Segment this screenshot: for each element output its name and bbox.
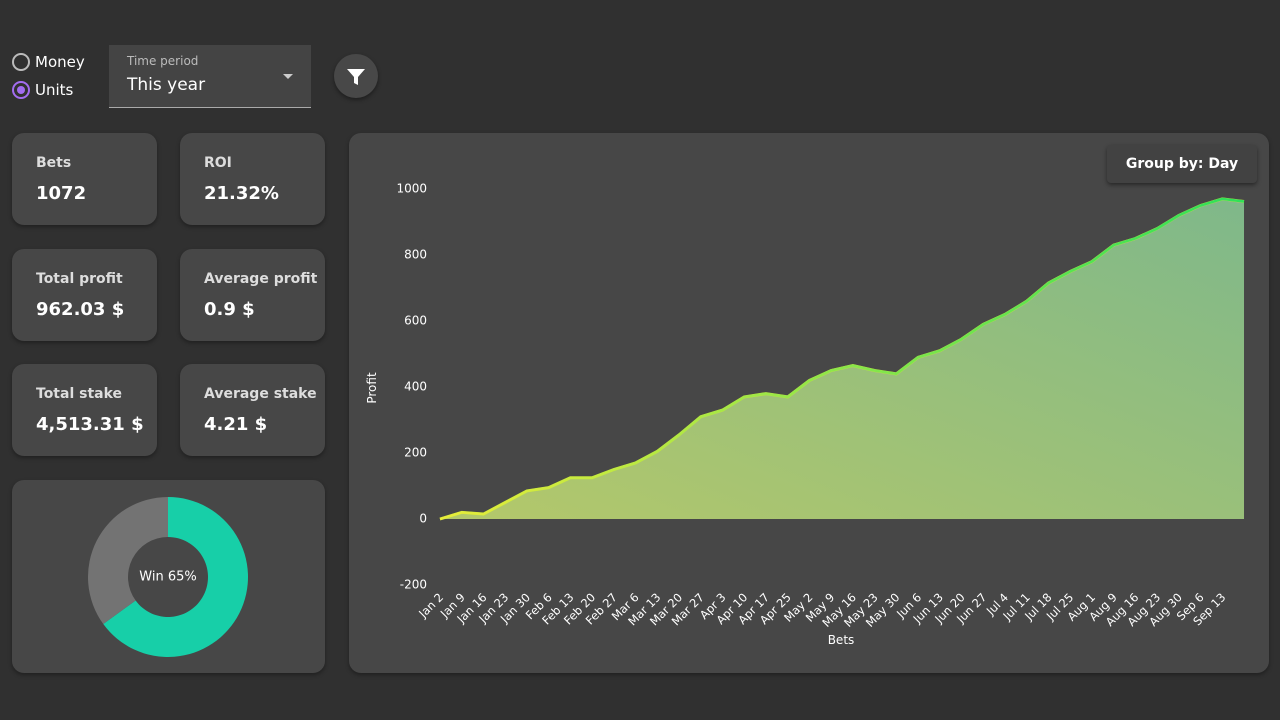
donut-slice: [103, 497, 248, 657]
stat-card: Total profit 962.03 $: [12, 248, 157, 341]
x-axis-label: Bets: [828, 633, 855, 647]
stat-label: Average stake: [204, 386, 317, 402]
stat-value: 21.32%: [204, 183, 279, 204]
group-by-button[interactable]: Group by: Day: [1107, 145, 1257, 183]
stat-card: Average profit 0.9 $: [180, 248, 325, 341]
donut-slice: [87, 497, 168, 625]
radio-label: Units: [35, 81, 74, 99]
chart-panel: Profit Bets -200 0 200 400 600 800 1000 Jan 2 Ja…: [349, 133, 1269, 673]
radio-money[interactable]: Money: [12, 53, 85, 71]
radio-units[interactable]: Units: [12, 81, 73, 99]
filter-button[interactable]: [334, 54, 378, 98]
filter-icon: [347, 69, 365, 85]
stat-card: ROI 21.32%: [180, 133, 325, 225]
win-panel: Win 65%: [12, 480, 325, 673]
stat-value: 4,513.31 $: [36, 414, 144, 435]
y-axis-label: Profit: [365, 372, 379, 404]
select-value: This year: [127, 75, 206, 95]
stat-card: Total stake 4,513.31 $: [12, 364, 157, 456]
y-tick-label: 600: [404, 314, 427, 328]
stat-value: 962.03 $: [36, 298, 125, 320]
donut-label: Win 65%: [139, 570, 196, 585]
stat-value: 1072: [36, 183, 87, 204]
stat-label: Bets: [36, 155, 72, 171]
stat-value: 0.9 $: [204, 298, 255, 320]
radio-label: Money: [35, 53, 85, 71]
stat-label: Average profit: [204, 270, 318, 287]
select-label: Time period: [127, 54, 199, 68]
donut-chart: Win 65%: [87, 497, 248, 657]
stat-card: Bets 1072: [12, 133, 157, 225]
y-tick-label: 200: [404, 446, 427, 460]
stat-label: Total stake: [36, 386, 123, 402]
dropdown-arrow: [283, 74, 293, 79]
stat-value: 4.21 $: [204, 414, 268, 435]
area-fill: [440, 198, 1245, 519]
y-tick-label: 400: [404, 380, 427, 394]
y-tick-label: 0: [419, 512, 427, 526]
y-tick-label: -200: [400, 578, 427, 592]
area-line-glow: [439, 197, 1245, 521]
stat-label: ROI: [204, 155, 232, 171]
y-tick-label: 1000: [396, 182, 427, 196]
stat-card: Average stake 4.21 $: [180, 364, 325, 456]
stat-label: Total profit: [36, 270, 123, 287]
time-period-select[interactable]: Time period This year: [109, 45, 311, 108]
y-tick-label: 800: [404, 248, 427, 262]
